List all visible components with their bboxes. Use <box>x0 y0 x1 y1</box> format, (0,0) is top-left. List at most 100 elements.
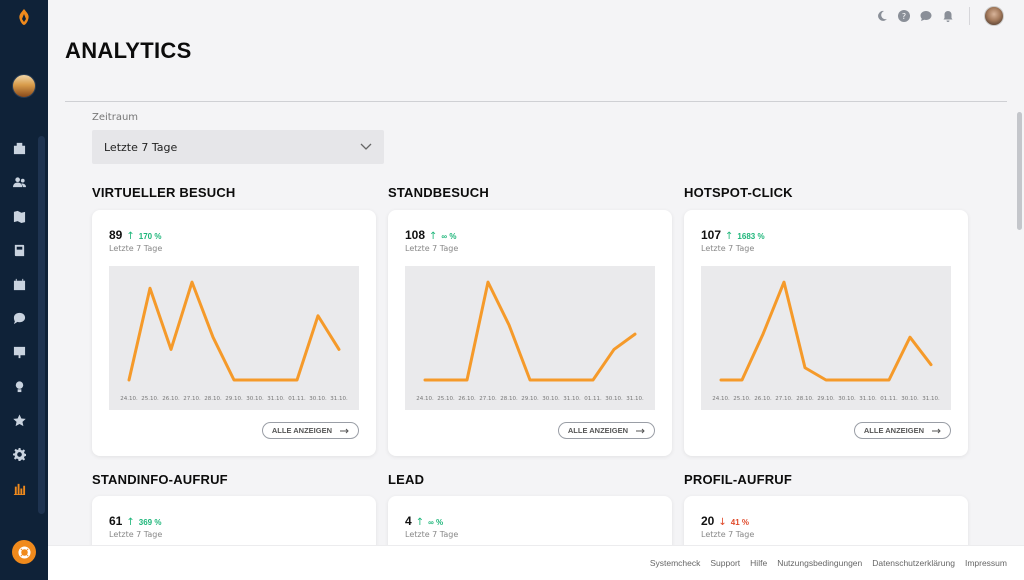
x-tick-label: 30.10. <box>838 396 856 402</box>
sidebar <box>0 0 48 580</box>
stat-summary: 4 ↑ ∞ % <box>405 514 443 528</box>
sidebar-item-analytics[interactable] <box>12 481 26 495</box>
x-tick-label: 29.10. <box>521 396 539 402</box>
x-tick-label: 24.10. <box>120 396 138 402</box>
chat-icon <box>13 312 25 324</box>
x-tick-label: 01.11. <box>288 396 306 402</box>
section-title: PROFIL-AUFRUF <box>684 472 793 487</box>
stat-value: 20 <box>701 514 715 528</box>
sidebar-item-map[interactable] <box>12 209 26 223</box>
show-all-button[interactable]: ALLE ANZEIGEN <box>261 422 359 439</box>
footer-link-support[interactable]: Support <box>710 558 741 568</box>
notifications-button[interactable] <box>941 9 955 23</box>
stat-value: 108 <box>405 228 426 242</box>
footer-link-privacy[interactable]: Datenschutzerklärung <box>872 558 955 568</box>
series-line <box>719 280 933 382</box>
topbar: ? <box>875 6 1004 26</box>
main-content: ANALYTICS ? Zeitraum Letzte 7 Tage VIRTU… <box>48 0 1024 580</box>
x-tick-label: 27.10. <box>775 396 793 402</box>
book-icon <box>14 244 24 256</box>
user-avatar[interactable] <box>984 6 1004 26</box>
show-all-button[interactable]: ALLE ANZEIGEN <box>557 422 655 439</box>
page-scrollbar[interactable] <box>1017 112 1022 230</box>
sidebar-item-users[interactable] <box>12 175 26 189</box>
chart-svg: 24.10. 25.10. 26.10. 27.10. 28.10. 29.10. 30.1… <box>120 280 348 402</box>
sidebar-item-book[interactable] <box>12 243 26 257</box>
stat-value: 89 <box>109 228 123 242</box>
map-icon <box>13 210 25 223</box>
arrow-right-icon <box>340 428 349 433</box>
x-tick-label: 31.10. <box>859 396 877 402</box>
sidebar-item-presentation[interactable] <box>12 345 26 359</box>
stat-period: Letzte 7 Tage <box>405 244 459 253</box>
stat-change: 170 % <box>138 232 162 241</box>
page-title: ANALYTICS <box>65 38 192 63</box>
trend-arrow: ↑ <box>126 517 135 528</box>
show-all-button[interactable]: ALLE ANZEIGEN <box>853 422 951 439</box>
series-line <box>127 280 341 382</box>
stat-summary: 20 ↓ 41 % <box>701 514 749 528</box>
users-icon <box>12 176 26 187</box>
x-tick-label: 30.10. <box>901 396 919 402</box>
x-tick-label: 28.10. <box>500 396 518 402</box>
x-tick-label: 30.10. <box>246 396 264 402</box>
x-tick-label: 26.10. <box>754 396 772 402</box>
event-avatar[interactable] <box>12 74 36 98</box>
stat-summary: 107 ↑ 1683 % <box>701 228 765 242</box>
period-select[interactable]: Letzte 7 Tage <box>92 130 384 164</box>
footer-link-help[interactable]: Hilfe <box>750 558 768 568</box>
section-title: STANDINFO-AUFRUF <box>92 472 228 487</box>
x-tick-label: 31.10. <box>922 396 940 402</box>
theme-toggle[interactable] <box>875 9 889 23</box>
line-chart: 24.10. 25.10. 26.10. 27.10. 28.10. 29.10. 30.1… <box>405 266 655 410</box>
sidebar-item-favorites[interactable] <box>12 413 26 427</box>
topbar-separator <box>969 7 970 25</box>
lifebuoy-icon <box>17 545 31 559</box>
sidebar-item-lightbulb[interactable] <box>12 379 26 393</box>
sidebar-item-settings[interactable] <box>12 447 26 461</box>
footer-link-terms[interactable]: Nutzungsbedingungen <box>777 558 863 568</box>
stat-summary: 89 ↑ 170 % <box>109 228 161 242</box>
series-line <box>423 280 637 382</box>
help-circle-icon: ? <box>898 10 910 22</box>
analytics-card: 108 ↑ ∞ % Letzte 7 Tage 24.10. 25.10. 26.1… <box>388 210 672 456</box>
sidebar-item-chat[interactable] <box>12 311 26 325</box>
sidebar-scrollbar[interactable] <box>38 136 45 514</box>
x-tick-label: 25.10. <box>437 396 455 402</box>
x-tick-label: 31.10. <box>267 396 285 402</box>
x-tick-label: 30.10. <box>309 396 327 402</box>
sidebar-item-dashboard[interactable] <box>12 141 26 155</box>
help-link[interactable]: ? <box>897 9 911 23</box>
section-title: STANDBESUCH <box>388 185 489 200</box>
show-all-label: ALLE ANZEIGEN <box>863 426 924 435</box>
header-divider <box>65 101 1007 102</box>
show-all-label: ALLE ANZEIGEN <box>271 426 332 435</box>
stat-period: Letzte 7 Tage <box>701 244 755 253</box>
star-icon <box>12 413 26 426</box>
footer-link-imprint[interactable]: Impressum <box>964 558 1007 568</box>
stat-period: Letzte 7 Tage <box>109 244 163 253</box>
stat-period: Letzte 7 Tage <box>701 530 755 539</box>
gear-icon <box>12 447 26 461</box>
bell-icon <box>943 11 953 22</box>
footer-link-systemcheck[interactable]: Systemcheck <box>649 558 701 568</box>
help-button[interactable] <box>12 540 36 564</box>
period-select-value: Letzte 7 Tage <box>104 140 178 154</box>
x-tick-label: 31.10. <box>330 396 348 402</box>
line-chart: 24.10. 25.10. 26.10. 27.10. 28.10. 29.10. 30.1… <box>701 266 951 410</box>
section-title: VIRTUELLER BESUCH <box>92 185 236 200</box>
sidebar-item-calendar[interactable] <box>12 277 26 291</box>
section-title: LEAD <box>388 472 425 487</box>
x-tick-label: 31.10. <box>563 396 581 402</box>
x-tick-label: 24.10. <box>416 396 434 402</box>
dashboard-icon <box>13 142 25 154</box>
x-tick-label: 29.10. <box>225 396 243 402</box>
analytics-card: 89 ↑ 170 % Letzte 7 Tage 24.10. 25.10. 26.… <box>92 210 376 456</box>
stat-change: ∞ % <box>441 232 457 241</box>
messages-button[interactable] <box>919 9 933 23</box>
x-tick-label: 01.11. <box>584 396 602 402</box>
app-logo-icon[interactable] <box>14 7 34 27</box>
chat-bubble-icon <box>920 11 932 21</box>
x-tick-label: 25.10. <box>141 396 159 402</box>
x-tick-label: 24.10. <box>712 396 730 402</box>
